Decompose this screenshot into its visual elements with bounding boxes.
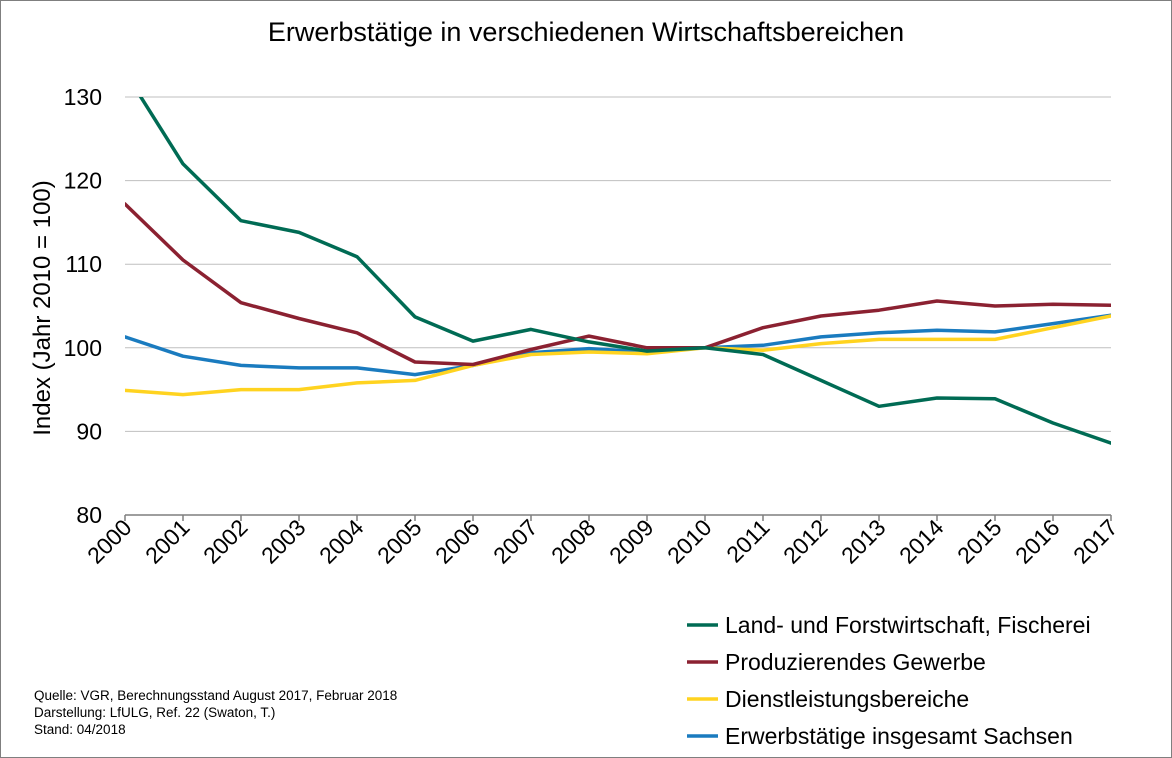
x-tick-label: 2017 [1068, 514, 1123, 569]
x-tick-label: 2016 [1010, 514, 1065, 569]
legend: Land- und Forstwirtschaft, Fischerei Prod… [687, 612, 1091, 749]
legend-label: Erwerbstätige insgesamt Sachsen [725, 723, 1073, 749]
y-tick-label: 100 [64, 335, 102, 361]
x-tick-label: 2010 [662, 514, 717, 569]
y-tick-label: 120 [64, 168, 102, 194]
series-line [138, 97, 1111, 445]
x-tick-label: 2005 [372, 514, 427, 569]
y-tick-label: 90 [76, 418, 102, 444]
x-tick-label: 2006 [430, 514, 485, 569]
source-line: Stand: 04/2018 [34, 722, 126, 737]
x-tick-label: 2002 [198, 514, 253, 569]
x-tick-label: 2013 [836, 514, 891, 569]
legend-label: Dienstleistungsbereiche [725, 686, 969, 712]
series-line [125, 314, 1111, 397]
x-tick-label: 2009 [604, 514, 659, 569]
x-tick-label: 2012 [778, 514, 833, 569]
x-tick-label: 2001 [140, 514, 195, 569]
y-tick-label: 80 [76, 502, 102, 528]
series-line [125, 313, 1111, 377]
x-tick-label: 2007 [488, 514, 543, 569]
series-line [125, 202, 1111, 367]
x-tick-label: 2004 [314, 514, 369, 569]
source-line: Quelle: VGR, Berechnungsstand August 201… [34, 688, 397, 703]
gridlines [125, 96, 1111, 432]
chart-title: Erwerbstätige in verschiedenen Wirtschaf… [268, 17, 904, 47]
source-note: Quelle: VGR, Berechnungsstand August 201… [34, 688, 397, 737]
x-tick-label: 2015 [952, 514, 1007, 569]
source-line: Darstellung: LfULG, Ref. 22 (Swaton, T.) [34, 705, 275, 720]
legend-label: Produzierendes Gewerbe [725, 649, 986, 675]
y-tick-label: 130 [64, 84, 102, 110]
legend-label: Land- und Forstwirtschaft, Fischerei [725, 612, 1091, 638]
x-tick-label: 2014 [894, 514, 949, 569]
y-axis-label: Index (Jahr 2010 = 100) [29, 180, 56, 436]
y-tick-label: 110 [65, 251, 102, 277]
series-lines [125, 97, 1111, 445]
x-tick-label: 2008 [546, 514, 601, 569]
x-tick-label: 2011 [721, 514, 774, 567]
x-tick-label: 2003 [256, 514, 311, 569]
